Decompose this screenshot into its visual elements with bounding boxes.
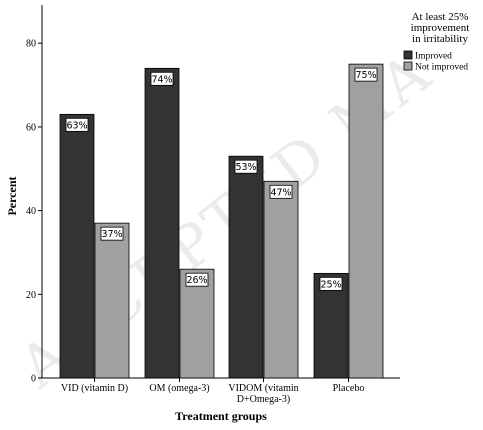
- y-tick-label: 60: [26, 122, 36, 133]
- bar-not-improved: [94, 222, 130, 379]
- x-tick-label: OM (omega-3): [149, 383, 209, 394]
- legend-label: Not improved: [415, 63, 468, 73]
- x-tick-label: Placebo: [333, 383, 365, 394]
- data-label-box: [319, 276, 343, 291]
- legend-swatch: [403, 50, 413, 60]
- bar-not-improved: [348, 63, 384, 379]
- x-axis-title: Treatment groups: [175, 409, 267, 423]
- bar-improved: [59, 113, 95, 379]
- data-label: 75%: [355, 70, 376, 81]
- y-tick-label: 20: [26, 290, 36, 301]
- y-axis-title: Percent: [5, 176, 19, 215]
- x-tick-label: VID (vitamin D): [61, 383, 128, 394]
- data-label-box: [269, 184, 293, 199]
- data-label-box: [100, 226, 124, 241]
- bar-improved: [144, 67, 180, 379]
- data-label: 47%: [270, 187, 291, 198]
- y-tick-label: 80: [26, 39, 36, 50]
- legend-swatch: [403, 61, 413, 71]
- data-label-box: [65, 117, 89, 132]
- legend-title-line: At least 25%: [412, 11, 469, 23]
- data-label: 53%: [235, 162, 256, 173]
- data-label-box: [185, 272, 209, 287]
- data-label: 63%: [66, 120, 87, 131]
- legend-title-line: improvement: [411, 22, 470, 34]
- data-label: 26%: [186, 275, 207, 286]
- data-label: 74%: [151, 74, 172, 85]
- legend-label: Improved: [415, 52, 452, 62]
- bar-improved: [313, 272, 349, 379]
- data-label-box: [234, 159, 258, 174]
- bar-improved: [228, 155, 264, 379]
- data-label: 37%: [101, 229, 122, 240]
- data-label-box: [150, 71, 174, 86]
- bar-not-improved: [263, 180, 299, 379]
- legend-title-line: in irritability: [412, 33, 468, 45]
- plot-area: 0 20 40 60 80 63% 37% VID (vitamin D) 74% 26% OM (…: [26, 5, 400, 405]
- x-tick-label: D+Omega-3): [237, 394, 290, 405]
- y-tick-label: 40: [26, 206, 36, 217]
- x-tick-label: VIDOM (vitamin: [228, 383, 298, 394]
- data-label: 25%: [320, 279, 341, 290]
- data-label-box: [354, 67, 378, 82]
- y-tick-label: 0: [31, 374, 36, 385]
- bar-not-improved: [179, 268, 215, 379]
